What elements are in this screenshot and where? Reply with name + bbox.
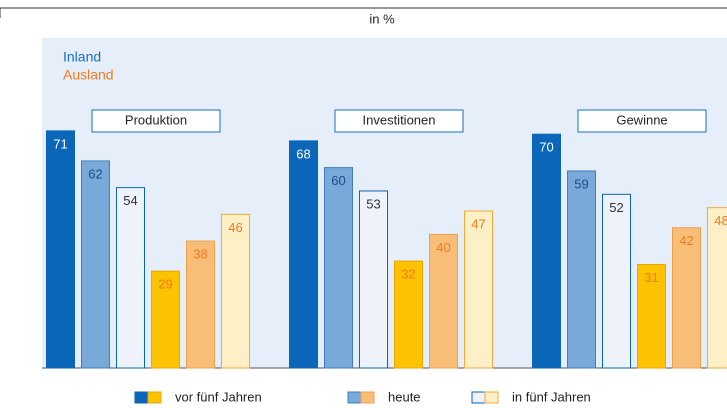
value-label: 46 [228, 220, 242, 235]
value-label: 71 [53, 136, 67, 151]
legend-swatch [484, 391, 499, 404]
bar [394, 260, 423, 369]
bar [602, 193, 631, 369]
bar [707, 207, 727, 369]
legend-label: heute [388, 389, 421, 404]
legend-swatch [147, 391, 162, 404]
value-label: 42 [679, 233, 693, 248]
value-label: 48 [714, 213, 727, 228]
category-box [334, 109, 464, 133]
value-label: 32 [401, 267, 415, 282]
category-label: Investitionen [363, 112, 436, 127]
value-label: 38 [193, 247, 207, 262]
legend-label: vor fünf Jahren [175, 389, 262, 404]
legend-label: in fünf Jahren [512, 389, 591, 404]
value-label: 59 [574, 176, 588, 191]
category-label: Gewinne [616, 112, 667, 127]
value-label: 31 [644, 270, 658, 285]
bar [81, 160, 110, 369]
bar [221, 213, 250, 369]
bar [637, 263, 666, 369]
value-label: 70 [539, 140, 553, 155]
value-label: 40 [436, 240, 450, 255]
bar [324, 167, 353, 369]
bar [46, 130, 75, 369]
bar [567, 170, 596, 369]
bar [464, 210, 493, 369]
bar [532, 133, 561, 369]
category-label: Produktion [125, 112, 187, 127]
category-box [577, 109, 707, 133]
bar [359, 190, 388, 369]
bar [672, 227, 701, 369]
value-label: 60 [331, 173, 345, 188]
chart-subtitle: in % [369, 11, 395, 26]
bar [289, 140, 318, 369]
category-box [91, 109, 221, 133]
bar [429, 233, 458, 369]
bar [186, 240, 215, 369]
frame-line [0, 7, 727, 18]
bar [151, 270, 180, 369]
legend-swatch [360, 391, 375, 404]
value-label: 29 [158, 277, 172, 292]
bar [116, 187, 145, 369]
legend-swatch [134, 391, 149, 404]
region-label: Ausland [63, 67, 114, 83]
legend-swatch [471, 391, 486, 404]
legend-swatch [347, 391, 362, 404]
value-label: 53 [366, 196, 380, 211]
region-label: Inland [63, 49, 101, 65]
value-label: 52 [609, 200, 623, 215]
value-label: 54 [123, 193, 137, 208]
value-label: 47 [471, 216, 485, 231]
value-label: 62 [88, 166, 102, 181]
value-label: 68 [296, 146, 310, 161]
